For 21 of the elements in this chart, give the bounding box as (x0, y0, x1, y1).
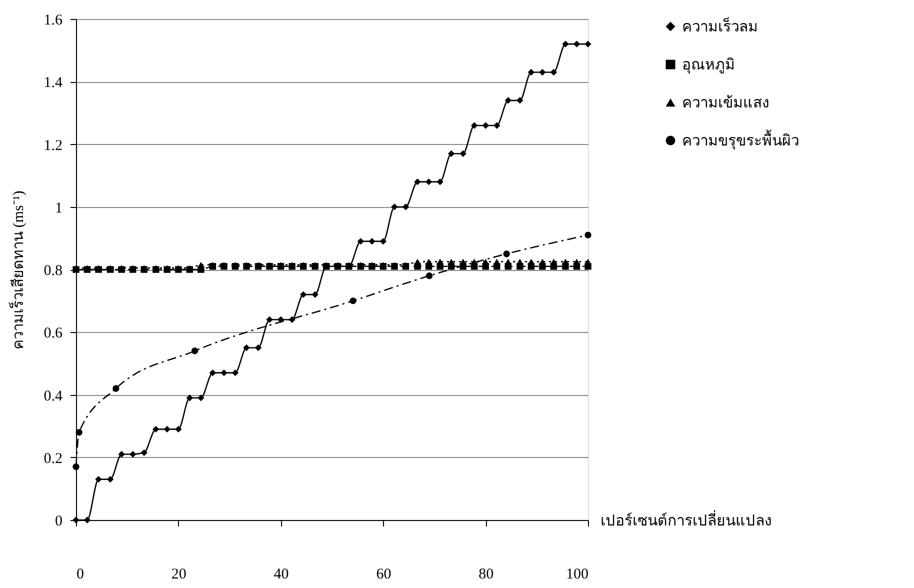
y-tick-label: 1 (55, 200, 62, 216)
y-tick-label: 1.4 (44, 75, 63, 92)
y-axis-title: ความเร็วเสียดทาน (ms⁻¹) (8, 190, 27, 350)
y-tick-label: 0.8 (44, 263, 62, 279)
x-tick-label: 80 (478, 566, 494, 582)
x-tick-label: 60 (376, 566, 392, 582)
legend-label: ความเข้มแสง (682, 94, 769, 112)
y-tick-label: 0.2 (44, 450, 62, 467)
x-tick-label: 20 (171, 566, 186, 582)
y-tick-label: 1.6 (44, 12, 63, 28)
legend-label: อุณหภูมิ (682, 56, 735, 74)
y-tick-label: 0.4 (44, 388, 63, 404)
y-tick-label: 1.2 (44, 138, 62, 154)
x-tick-label: 100 (566, 566, 588, 582)
y-tick-label: 0.6 (44, 326, 63, 342)
legend-label: ความขรุขระพื้นผิว (682, 130, 799, 150)
y-tick-label: 0 (55, 514, 62, 530)
x-tick-label: 0 (76, 566, 84, 582)
legend-label: ความเร็วลม (682, 16, 758, 36)
x-axis-title: เปอร์เซนต์การเปลี่ยนแปลง (600, 510, 772, 530)
x-tick-label: 40 (274, 566, 289, 582)
